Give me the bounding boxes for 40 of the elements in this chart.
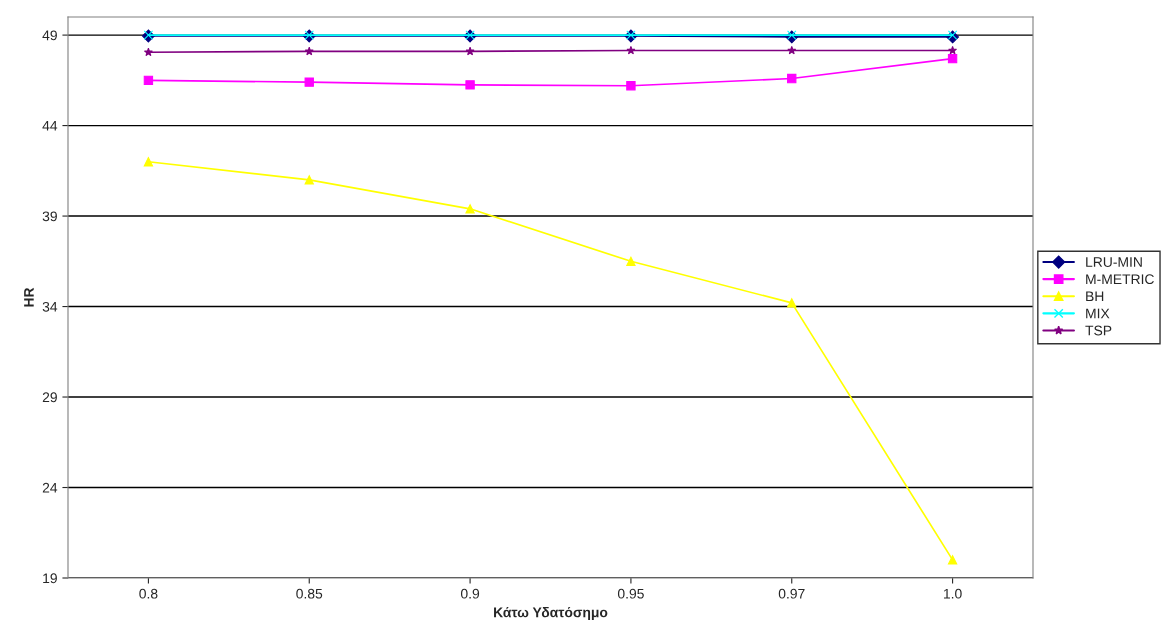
point <box>465 46 475 56</box>
point <box>465 204 475 214</box>
point <box>304 175 314 185</box>
point <box>143 157 154 167</box>
point <box>948 45 958 55</box>
y-tick-label: 29 <box>42 392 57 403</box>
point <box>787 45 797 55</box>
y-tick-label: 39 <box>42 211 57 222</box>
legend-label: TSP <box>1085 325 1112 336</box>
y-tick-label: 24 <box>42 482 58 493</box>
x-axis-title: Κάτω Υδατόσημο <box>494 606 608 621</box>
legend-label: BH <box>1086 291 1104 302</box>
point <box>787 73 797 84</box>
point <box>787 30 797 40</box>
x-tick-label: 0.85 <box>296 588 323 599</box>
x-tick-label: 1.0 <box>943 588 962 599</box>
point <box>626 45 636 55</box>
y-tick-label: 44 <box>42 121 58 131</box>
y-axis-title: HR <box>24 287 34 307</box>
legend-label: MIX <box>1086 308 1110 319</box>
point <box>947 53 958 64</box>
x-tick-label: 0.9 <box>460 588 480 599</box>
point <box>304 77 314 87</box>
point <box>947 30 958 40</box>
x-tick-label: 0.8 <box>139 588 158 599</box>
point <box>947 555 958 565</box>
point <box>304 46 314 56</box>
point <box>626 256 636 266</box>
y-tick-label: 34 <box>42 301 58 312</box>
point <box>143 47 153 57</box>
legend-label: LRU-MIN <box>1086 257 1142 267</box>
x-tick-label: 0.95 <box>617 588 644 599</box>
y-tick-label: 19 <box>43 573 57 584</box>
point <box>787 298 797 308</box>
point <box>465 80 475 90</box>
x-tick-label: 0.97 <box>778 588 805 599</box>
legend-label: M-METRIC <box>1086 274 1154 285</box>
point <box>143 75 154 86</box>
y-tick-label: 49 <box>42 30 57 41</box>
point <box>626 81 636 91</box>
